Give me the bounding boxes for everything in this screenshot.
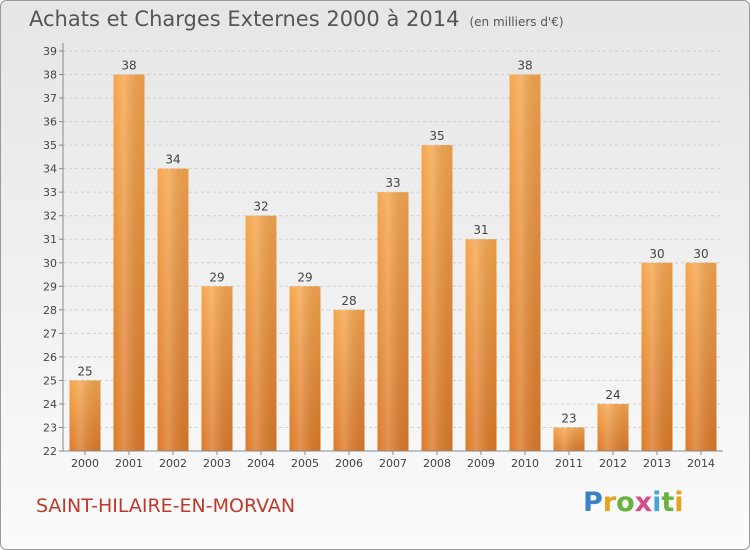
labels: 22 23 24 25 26 27 28 29 30 31 32 33 34 35 36 37 38 39 25 20… xyxy=(43,45,715,470)
x-tick-label: 2012 xyxy=(599,457,627,470)
y-tick-label: 36 xyxy=(43,116,57,129)
proxiti-logo: Proxiti xyxy=(583,487,684,518)
bar-shine xyxy=(509,74,541,451)
y-tick-label: 24 xyxy=(43,398,57,411)
x-tick-label: 2001 xyxy=(115,457,143,470)
x-tick-label: 2011 xyxy=(555,457,583,470)
y-tick-label: 38 xyxy=(43,69,57,82)
data-label: 32 xyxy=(253,200,268,214)
logo-letter: r xyxy=(602,487,617,518)
y-tick-label: 31 xyxy=(43,233,57,246)
logo-letter: o xyxy=(616,487,635,518)
x-tick-label: 2006 xyxy=(335,457,363,470)
bar-shine xyxy=(333,309,365,451)
x-tick-label: 2009 xyxy=(467,457,495,470)
data-label: 24 xyxy=(605,388,620,402)
logo-letter: P xyxy=(583,487,603,518)
y-tick-label: 22 xyxy=(43,445,57,458)
x-tick-label: 2014 xyxy=(687,457,715,470)
bar-shine xyxy=(201,286,233,451)
y-tick-label: 37 xyxy=(43,92,57,105)
bars xyxy=(69,74,717,452)
bar-shine xyxy=(597,403,629,451)
y-tick-label: 27 xyxy=(43,327,57,340)
y-tick-label: 23 xyxy=(43,421,57,434)
data-label: 30 xyxy=(649,247,664,261)
axes xyxy=(59,43,723,455)
bar-shine xyxy=(157,168,189,451)
logo-letter: t xyxy=(661,487,675,518)
bar-shine xyxy=(685,262,717,451)
logo-letter: i xyxy=(674,487,684,518)
data-label: 29 xyxy=(209,270,224,284)
data-label: 29 xyxy=(297,270,312,284)
place-name: SAINT-HILAIRE-EN-MORVAN xyxy=(36,495,296,517)
y-tick-label: 25 xyxy=(43,374,57,387)
data-label: 28 xyxy=(341,294,356,308)
y-tick-label: 29 xyxy=(43,280,57,293)
data-label: 30 xyxy=(693,247,708,261)
bar-shine xyxy=(553,427,585,451)
bar-shine xyxy=(113,74,145,451)
x-tick-label: 2000 xyxy=(71,457,99,470)
x-tick-label: 2008 xyxy=(423,457,451,470)
bar-shine xyxy=(69,380,101,451)
x-tick-label: 2002 xyxy=(159,457,187,470)
y-tick-label: 33 xyxy=(43,186,57,199)
bar-shine xyxy=(289,286,321,451)
x-tick-label: 2004 xyxy=(247,457,275,470)
logo-letter: i xyxy=(652,487,662,518)
bar-shine xyxy=(421,145,453,451)
data-label: 38 xyxy=(517,59,532,73)
data-label: 34 xyxy=(165,153,180,167)
bar-shine xyxy=(641,262,673,451)
bar-shine xyxy=(377,192,409,452)
data-label: 31 xyxy=(473,223,488,237)
bar-shine xyxy=(465,239,497,451)
data-label: 23 xyxy=(561,411,576,425)
y-tick-label: 34 xyxy=(43,163,57,176)
y-tick-label: 32 xyxy=(43,210,57,223)
x-tick-label: 2013 xyxy=(643,457,671,470)
x-tick-label: 2007 xyxy=(379,457,407,470)
logo-letter: x xyxy=(634,487,653,518)
y-tick-label: 35 xyxy=(43,139,57,152)
chart-title-text: Achats et Charges Externes 2000 à 2014 xyxy=(29,7,460,31)
data-label: 35 xyxy=(429,129,444,143)
x-tick-label: 2003 xyxy=(203,457,231,470)
data-label: 33 xyxy=(385,176,400,190)
y-tick-label: 26 xyxy=(43,351,57,364)
data-label: 25 xyxy=(77,364,92,378)
y-tick-label: 39 xyxy=(43,45,57,58)
y-tick-label: 30 xyxy=(43,257,57,270)
data-label: 38 xyxy=(121,59,136,73)
bar-shine xyxy=(245,215,277,451)
x-tick-label: 2010 xyxy=(511,457,539,470)
chart-title: Achats et Charges Externes 2000 à 2014 (e… xyxy=(29,7,564,31)
x-tick-label: 2005 xyxy=(291,457,319,470)
y-tick-label: 28 xyxy=(43,304,57,317)
chart-subtitle: (en milliers d'€) xyxy=(469,15,564,29)
